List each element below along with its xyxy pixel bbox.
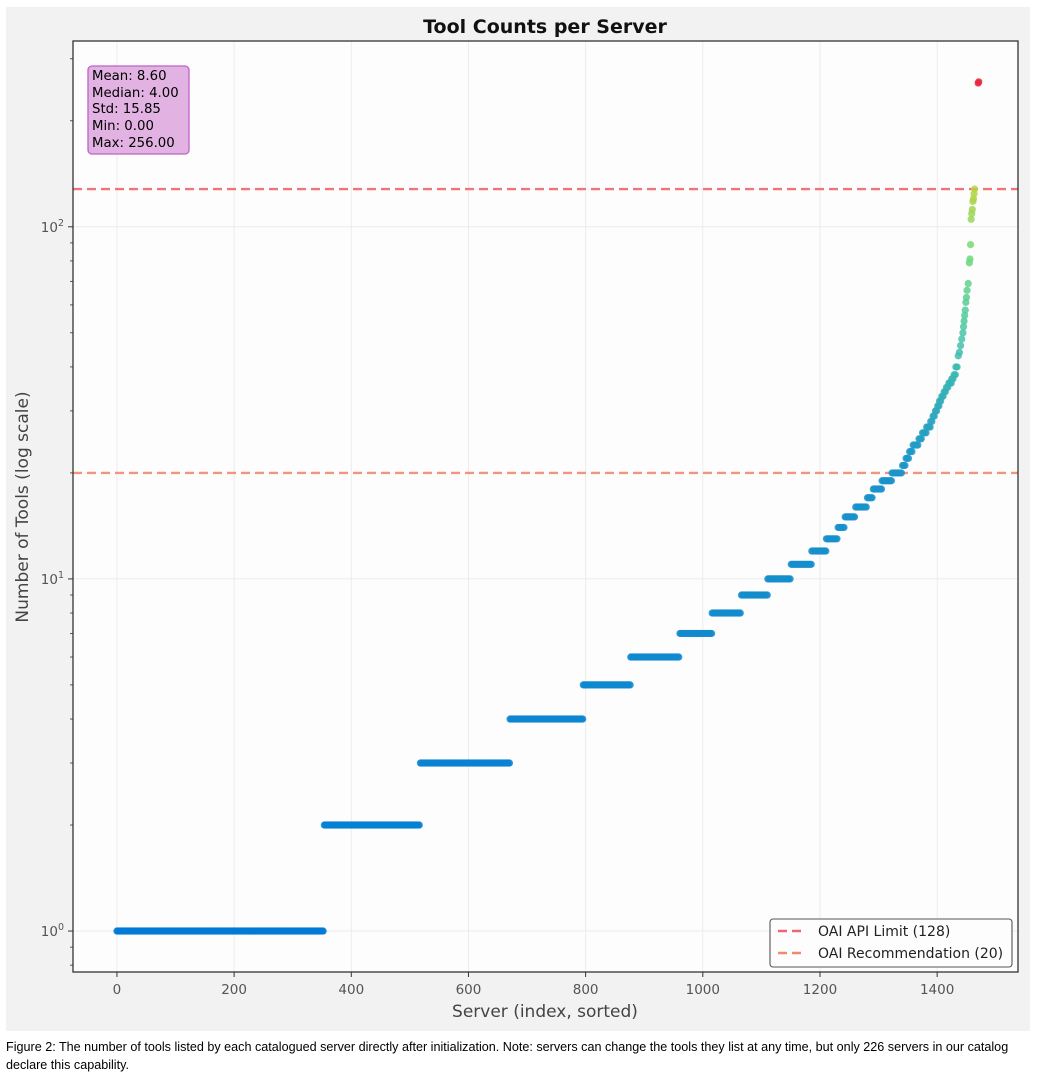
x-tick-label: 1200: [803, 982, 837, 998]
data-point: [862, 503, 870, 511]
data-point: [786, 575, 794, 583]
data-point: [904, 454, 913, 462]
data-point: [966, 241, 975, 249]
data-point: [833, 535, 841, 543]
data-point: [626, 681, 634, 689]
y-tick-label: 102: [41, 218, 64, 236]
plot-frame: [72, 40, 1019, 973]
stats-std: Std: 15.85: [92, 102, 161, 117]
data-point: [505, 759, 514, 767]
data-point: [968, 205, 976, 214]
stats-box: Mean: 8.60 Median: 4.00 Std: 15.85 Min: …: [87, 65, 190, 155]
data-point: [956, 341, 965, 350]
figure-caption: Figure 2: The number of tools listed by …: [6, 1040, 1009, 1072]
data-point: [962, 293, 971, 302]
data-point: [961, 306, 969, 314]
data-point: [926, 423, 934, 431]
data-point: [822, 547, 830, 555]
data-point: [967, 215, 975, 223]
data-point: [840, 523, 848, 532]
legend: OAI API Limit (128) OAI Recommendation (…: [769, 918, 1013, 968]
data-point: [908, 447, 916, 456]
data-point: [707, 629, 716, 638]
data-point: [897, 469, 906, 477]
x-axis: 0 200 400 600 800 1000 1200 1400: [113, 972, 954, 998]
data-point: [850, 513, 859, 521]
legend-frame: [769, 918, 1013, 968]
reference-lines: [73, 187, 1018, 475]
legend-label-api-limit: OAI API Limit (128): [818, 924, 950, 940]
data-point: [963, 286, 971, 294]
stats-max: Max: 256.00: [92, 136, 175, 151]
x-tick-label: 1400: [920, 982, 954, 998]
grid: [73, 41, 1018, 972]
data-point: [966, 255, 974, 263]
data-point: [959, 329, 967, 337]
data-point: [964, 279, 972, 288]
data-point: [971, 185, 979, 193]
data-point: [928, 417, 936, 426]
data-point: [917, 435, 925, 443]
x-axis-label: Server (index, sorted): [452, 1002, 638, 1022]
legend-label-recommendation: OAI Recommendation (20): [818, 946, 1003, 962]
stats-median: Median: 4.00: [92, 86, 179, 101]
x-tick-label: 200: [221, 982, 247, 998]
y-tick-label: 100: [41, 922, 64, 940]
data-point: [960, 317, 968, 325]
data-point: [887, 477, 896, 485]
data-point: [953, 363, 961, 371]
data-point: [901, 461, 909, 470]
data-point: [807, 560, 815, 568]
data-point: [415, 821, 423, 829]
data-point: [319, 927, 327, 935]
x-tick-label: 400: [338, 982, 364, 998]
data-point: [951, 371, 959, 379]
data-point: [922, 429, 930, 437]
x-tick-label: 1000: [686, 982, 720, 998]
data-point: [975, 78, 983, 86]
data-point: [579, 715, 587, 723]
stats-box-background: [87, 65, 190, 155]
x-tick-label: 0: [113, 982, 122, 998]
data-point: [959, 323, 968, 331]
data-point: [675, 653, 683, 661]
chart-title: Tool Counts per Server: [423, 16, 667, 38]
plot-area: [73, 41, 1018, 972]
y-tick-label: 101: [41, 570, 64, 588]
figure: Tool Counts per Server 0 200 400 600 800 1000…: [6, 7, 1030, 1031]
x-tick-label: 600: [456, 982, 482, 998]
data-point: [763, 591, 771, 599]
data-point: [868, 494, 876, 502]
data-point: [955, 348, 964, 356]
data-point: [736, 609, 744, 617]
stats-mean: Mean: 8.60: [92, 69, 167, 84]
x-tick-label: 800: [573, 982, 599, 998]
data-point: [877, 485, 886, 493]
data-points: [113, 78, 983, 935]
stats-min: Min: 0.00: [92, 119, 154, 134]
data-point: [961, 311, 969, 320]
data-point: [914, 441, 922, 449]
chart: Tool Counts per Server 0 200 400 600 800 1000…: [13, 16, 1019, 1022]
y-axis: 100 101 102: [41, 58, 73, 966]
y-axis-label: Number of Tools (log scale): [13, 391, 33, 622]
data-point: [958, 335, 966, 343]
